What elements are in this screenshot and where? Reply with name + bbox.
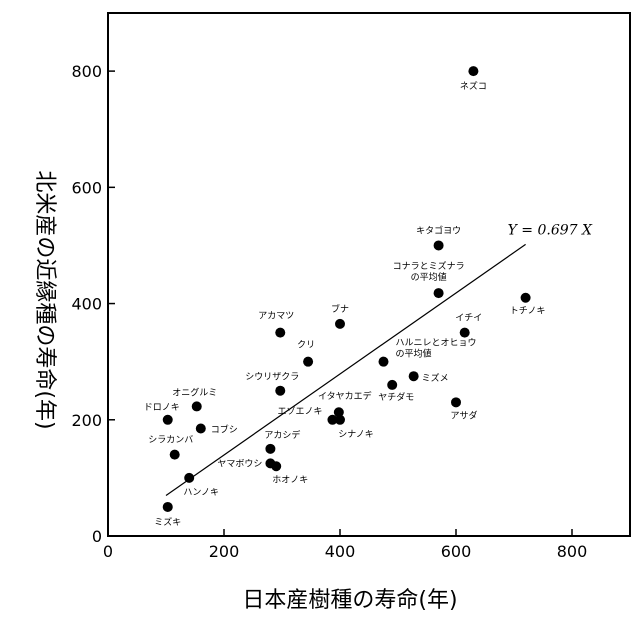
axis-ticks [107, 70, 573, 537]
point-label-1: キタゴヨウ [416, 224, 461, 236]
x-tick-label-800: 800 [557, 542, 588, 561]
data-point-5 [275, 327, 286, 338]
x-axis-title: 日本産樹種の寿命(年) [242, 588, 457, 613]
data-point-7 [303, 356, 314, 367]
data-point-14 [333, 407, 344, 418]
data-point-19 [265, 443, 276, 454]
point-label-9: ミズメ [422, 372, 449, 384]
point-label-3: トチノキ [510, 306, 546, 317]
point-label-22: ホオノキ [272, 474, 308, 485]
data-point-9 [408, 371, 419, 382]
data-point-12 [451, 397, 461, 408]
y-tick-label-0: 0 [92, 527, 102, 546]
data-point-6 [459, 327, 470, 338]
y-axis-title: 北米産の近縁種の寿命(年) [32, 170, 57, 429]
point-label-8: ハルニレとオヒョウの平均値 [396, 338, 477, 360]
data-point-15 [162, 414, 173, 425]
regression-line [165, 243, 526, 496]
point-label-10: ヤチダモ [378, 391, 414, 403]
y-tick-label-600: 600 [71, 178, 102, 197]
point-label-0: ネズコ [460, 80, 487, 92]
data-point-13 [191, 401, 202, 412]
point-label-18: コブシ [211, 423, 238, 435]
point-label-14: イタヤカエデ [318, 390, 372, 402]
point-label-2: コナラとミズナラの平均値 [393, 260, 465, 283]
point-label-11: シウリザクラ [245, 372, 299, 383]
data-point-3 [520, 292, 531, 303]
regression-equation: Y = 0.697 X [508, 222, 593, 238]
data-point-17 [335, 414, 345, 425]
point-label-5: アカマツ [258, 311, 294, 322]
data-point-18 [195, 423, 206, 434]
data-point-2 [433, 288, 444, 299]
data-points [162, 66, 531, 512]
point-label-15: ドロノキ [144, 403, 180, 413]
point-label-24: ミズキ [154, 516, 181, 528]
point-label-20: シラカンバ [148, 435, 193, 446]
x-tick-label-400: 400 [325, 542, 356, 561]
data-point-10 [387, 379, 398, 390]
data-point-0 [468, 66, 479, 77]
point-label-13: オニグルミ [172, 386, 217, 398]
point-label-12: アサダ [450, 409, 477, 421]
point-label-19: アカシデ [264, 429, 300, 441]
point-label-17: シナノキ [338, 429, 374, 440]
point-label-21: ヤマボウシ [217, 458, 262, 469]
point-label-23: ハンノキ [183, 488, 219, 498]
point-label-6: イチイ [455, 313, 482, 324]
point-label-7: クリ [297, 340, 315, 351]
axis-tick-labels: 0 200 400 600 800 0 200 400 600 800 [71, 62, 587, 561]
data-point-4 [335, 318, 345, 329]
data-point-16 [327, 414, 338, 425]
y-tick-label-800: 800 [71, 62, 102, 81]
plot-frame [107, 12, 631, 537]
point-label-16: エゾエノキ [277, 406, 322, 417]
x-tick-label-200: 200 [209, 542, 240, 561]
data-point-24 [162, 501, 173, 512]
data-point-11 [275, 385, 286, 396]
x-tick-label-600: 600 [441, 542, 472, 561]
data-point-22 [271, 461, 282, 472]
data-point-8 [378, 356, 389, 367]
y-tick-label-200: 200 [71, 411, 102, 430]
data-point-20 [169, 449, 180, 460]
data-point-1 [433, 240, 444, 251]
y-tick-label-400: 400 [71, 295, 102, 314]
data-point-23 [184, 472, 195, 483]
x-tick-label-0: 0 [103, 542, 113, 561]
point-label-4: ブナ [331, 303, 349, 315]
